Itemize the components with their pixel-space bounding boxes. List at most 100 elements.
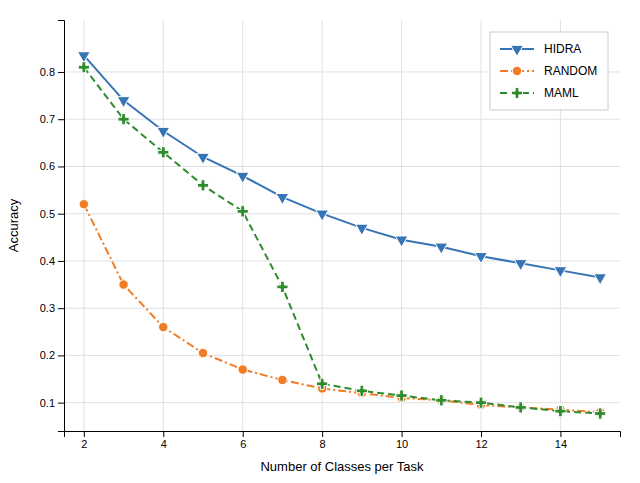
x-tick-mark [402,431,403,437]
y-tick-mark [58,166,64,167]
grid-line-y [64,166,620,167]
legend-swatch [511,45,524,56]
y-tick-mark [58,214,64,215]
y-tick-mark [58,355,64,356]
y-tick-label: 0.8 [40,66,55,78]
series-marker [356,224,369,235]
x-tick: 14 [555,431,567,450]
y-tick: 0.1 [40,397,64,409]
y-tick-label: 0.3 [40,302,55,314]
grid-line-x [401,20,402,431]
x-tick-label: 8 [320,438,326,450]
y-axis: 0.1 0.2 0.3 0.4 0.5 0.6 0.7 0.8 [40,21,65,432]
x-tick-label: 12 [475,438,487,450]
legend: HIDRA RANDOM MAML [490,32,608,110]
series-marker [159,322,168,331]
y-tick-label: 0.1 [40,397,55,409]
x-tick-label: 4 [161,438,167,450]
series-marker [395,236,408,247]
x-tick-mark [163,431,164,437]
y-tick-label: 0.6 [40,160,55,172]
grid-line-y [64,308,620,309]
x-tick-label: 10 [396,438,408,450]
y-tick: 0.7 [40,113,64,125]
series-line [84,204,600,412]
series-marker [396,390,407,401]
series-line [84,67,600,413]
series-marker [437,396,446,405]
y-tick-label: 0.2 [40,349,55,361]
series-marker [475,397,486,408]
y-tick-label: 0.7 [40,113,55,125]
x-tick: 8 [320,431,326,450]
series-marker [316,210,329,221]
plot: 2 4 6 8 10 12 14 0.1 0.2 0.3 0.4 0.5 0.6 0.7 0.8 HIDRA R… [40,20,621,450]
x-tick: 4 [161,431,167,450]
series-marker [516,403,525,412]
series-marker [276,193,289,204]
x-tick: 10 [396,431,408,450]
series-marker [436,395,447,406]
grid-line-x [83,20,84,431]
series-marker [237,206,248,217]
legend-label: RANDOM [544,64,597,78]
y-tick: 0.4 [40,255,64,267]
y-tick-label: 0.4 [40,255,55,267]
grid-line-x [163,20,164,431]
grid-line-x [322,20,323,431]
y-tick-mark [58,72,64,73]
series-marker [514,260,527,271]
legend-label: HIDRA [544,42,581,56]
x-tick: 2 [81,431,87,450]
legend-item: MAML [500,86,579,100]
legend-box [490,32,608,110]
x-tick-mark [322,431,323,437]
grid-line-y [64,260,620,261]
chart: 2 4 6 8 10 12 14 0.1 0.2 0.3 0.4 0.5 0.6 0.7 0.8 HIDRA R… [0,0,640,483]
series-marker [435,243,448,254]
series-marker [158,147,169,158]
legend-label: MAML [544,86,579,100]
x-tick-mark [560,431,561,437]
series-marker [79,200,88,209]
series-marker [317,378,328,389]
y-tick: 0.8 [40,66,64,78]
series-marker [238,365,247,374]
y-tick: 0.2 [40,349,64,361]
series-marker [197,153,210,164]
y-tick-mark [58,261,64,262]
x-axis: 2 4 6 8 10 12 14 [65,431,621,450]
series-marker [118,114,129,125]
grid-line-y [64,355,620,356]
series-marker [475,253,488,264]
y-axis-line [58,21,65,432]
x-axis-line [65,432,621,438]
series-marker [356,385,367,396]
series-marker [236,172,249,183]
x-tick-label: 2 [81,438,87,450]
x-tick-mark [481,431,482,437]
series-marker [78,62,89,73]
series-marker [277,281,288,292]
x-tick: 12 [475,431,487,450]
y-tick: 0.5 [40,208,64,220]
series-marker [78,52,91,63]
legend-swatch [512,66,521,75]
series-marker [157,127,170,138]
x-tick-mark [243,431,244,437]
y-tick: 0.3 [40,302,64,314]
y-tick-label: 0.5 [40,208,55,220]
x-tick-label: 6 [240,438,246,450]
y-axis-title: Accuracy [6,198,21,252]
grid [64,20,620,431]
x-tick: 6 [240,431,246,450]
legend-item: RANDOM [500,64,597,78]
series-marker [117,97,130,108]
x-tick-mark [84,431,85,437]
y-tick-mark [58,403,64,404]
x-tick-label: 14 [555,438,567,450]
series-marker [198,348,207,357]
y-tick-mark [58,308,64,309]
series-marker [197,180,208,191]
legend-swatch [511,87,522,98]
